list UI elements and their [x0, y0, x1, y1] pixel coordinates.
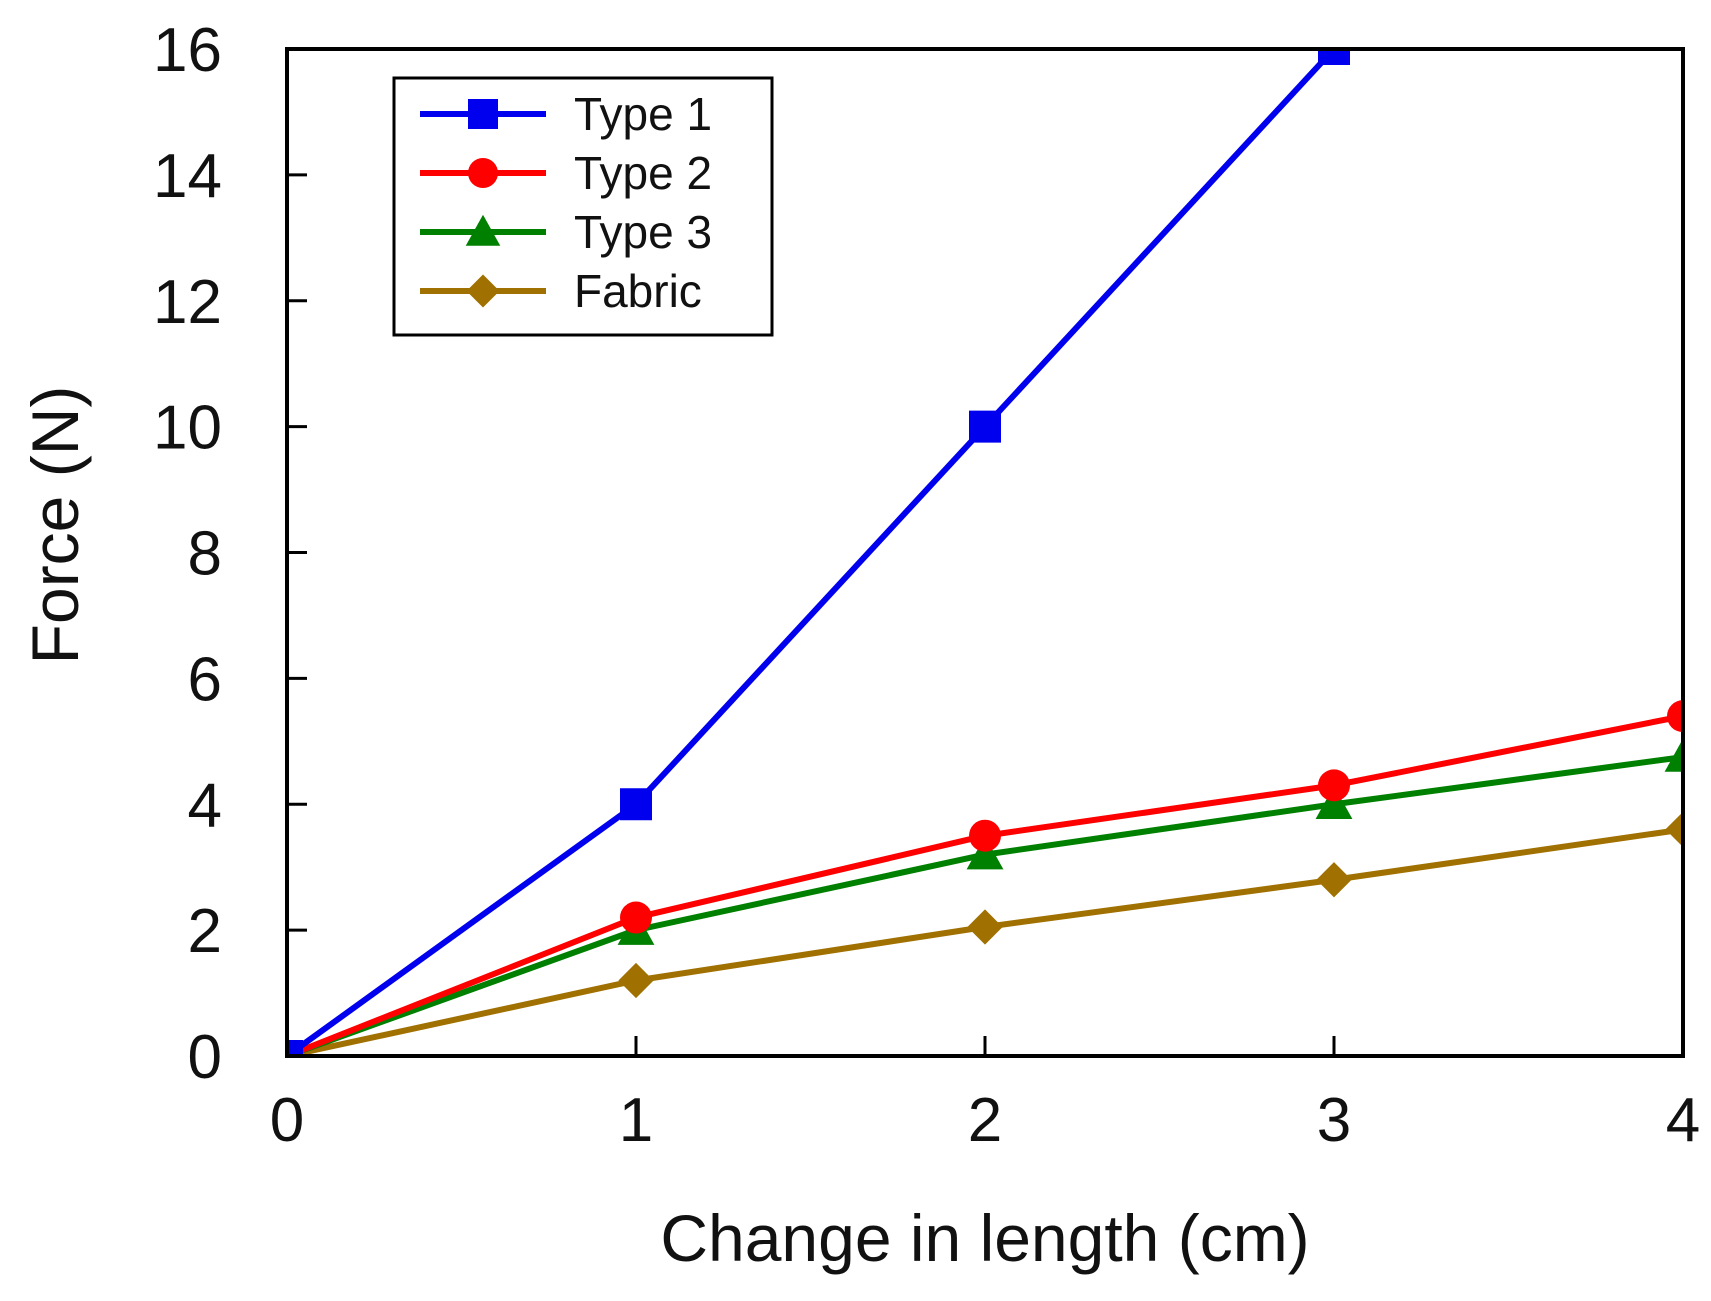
legend-label-type-1: Type 1: [574, 88, 712, 140]
x-tick-label-4: 4: [1666, 1086, 1700, 1155]
x-tick-label-0: 0: [270, 1086, 304, 1155]
point-fabric-4: [1665, 811, 1683, 848]
point-type-1-1: [620, 788, 652, 821]
legend-marker-type-3: [465, 214, 501, 246]
series-line-type-2: [287, 713, 1683, 1056]
x-tick-label-1: 1: [619, 1086, 653, 1155]
point-type-1-0: [287, 1040, 303, 1056]
y-tick-label-2: 4: [188, 771, 222, 840]
y-tick-label-8: 16: [153, 16, 222, 85]
legend-item-type-2: Type 2: [420, 147, 712, 199]
series-layer: [287, 49, 1683, 1056]
point-type-2-3: [1318, 769, 1350, 802]
series-type-2: [287, 700, 1683, 1056]
legend-label-type-3: Type 3: [574, 206, 712, 258]
point-type-1-2: [969, 410, 1001, 443]
y-axis-ticks: 0 2 4 6 8 10 12 14 16: [153, 16, 307, 1092]
point-fabric-2: [967, 909, 1003, 945]
x-tick-label-3: 3: [1317, 1086, 1351, 1155]
legend-marker-type-1: [468, 99, 498, 129]
y-axis-title: Force (N): [18, 386, 92, 665]
legend-item-type-3: Type 3: [420, 206, 712, 258]
series-fabric: [287, 811, 1683, 1056]
point-type-3-3: [1315, 785, 1353, 819]
y-tick-label-5: 10: [153, 394, 222, 463]
legend-item-fabric: Fabric: [420, 265, 702, 317]
point-fabric-3: [1316, 862, 1352, 898]
point-type-2-4: [1667, 700, 1683, 733]
y-tick-label-3: 6: [188, 645, 222, 714]
legend-item-type-1: Type 1: [420, 88, 712, 140]
y-tick-label-0: 0: [188, 1023, 222, 1092]
legend-marker-type-2: [468, 158, 498, 188]
legend-marker-fabric: [466, 274, 500, 308]
legend-label-type-2: Type 2: [574, 147, 712, 199]
point-type-3-2: [966, 836, 1004, 870]
y-tick-label-6: 12: [153, 268, 222, 337]
series-type-1: [287, 49, 1350, 1056]
x-tick-label-2: 2: [968, 1086, 1002, 1155]
x-axis-title: Change in length (cm): [660, 1201, 1309, 1275]
series-type-3: [287, 738, 1683, 1056]
x-axis-ticks: 0 1 2 3 4: [270, 1036, 1700, 1155]
point-fabric-1: [618, 962, 654, 999]
point-type-2-1: [620, 901, 652, 934]
point-type-2-2: [969, 819, 1001, 852]
point-type-1-3: [1318, 49, 1350, 65]
series-line-type-1: [287, 49, 1337, 1056]
point-type-3-4: [1664, 738, 1683, 772]
y-tick-label-7: 14: [153, 142, 222, 211]
y-tick-label-4: 8: [188, 520, 222, 589]
legend: Type 1 Type 2 Type 3 Fabric: [392, 76, 774, 337]
legend-label-fabric: Fabric: [574, 265, 702, 317]
y-tick-label-1: 2: [188, 897, 222, 966]
